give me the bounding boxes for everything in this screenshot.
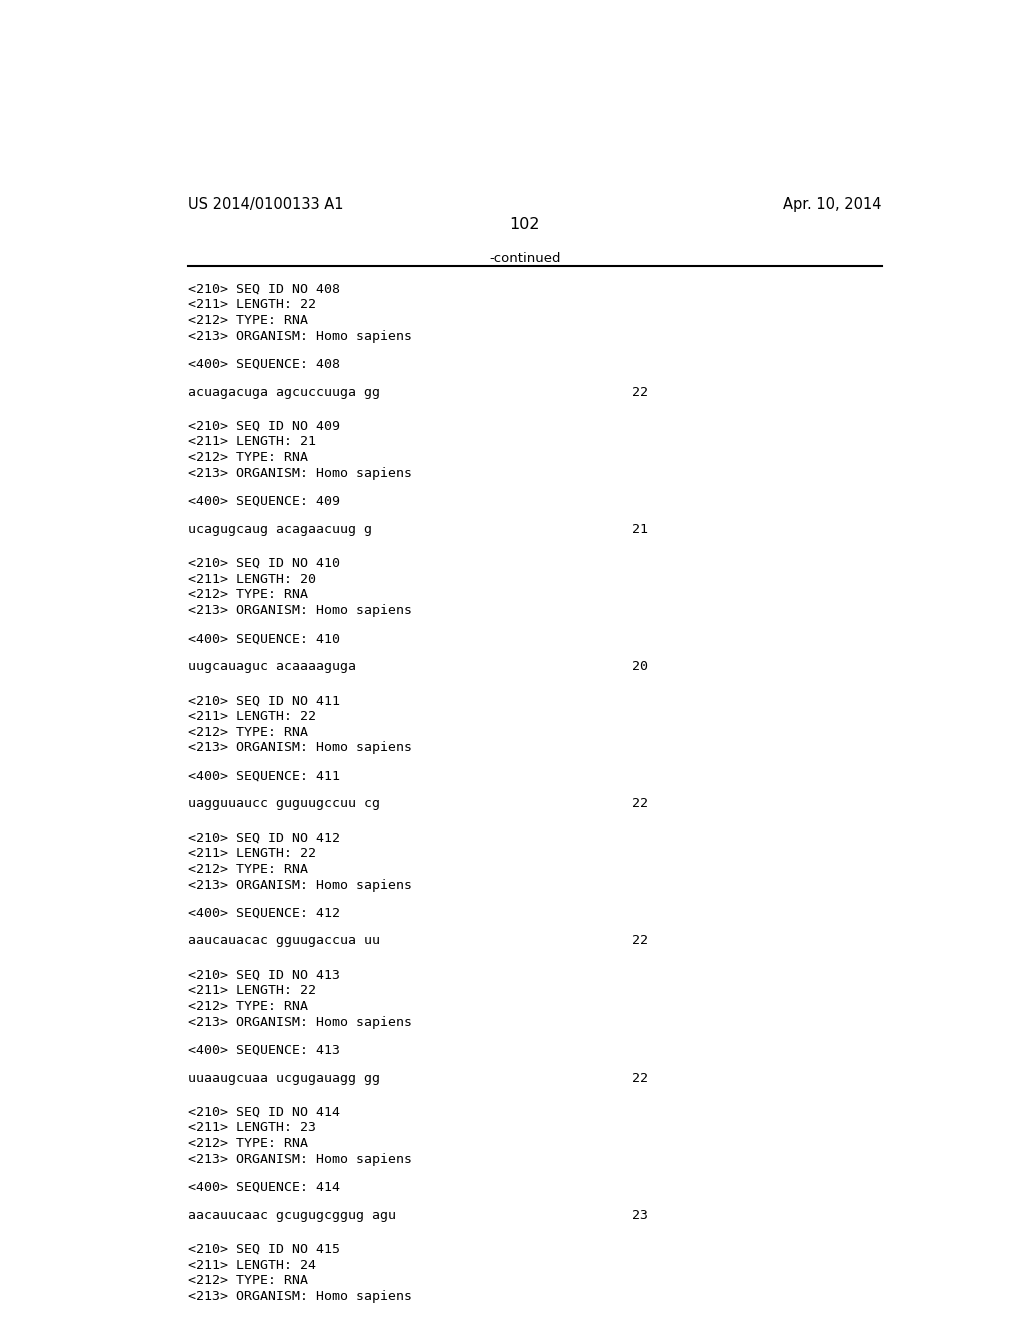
Text: <211> LENGTH: 22: <211> LENGTH: 22 [187,847,315,861]
Text: <213> ORGANISM: Homo sapiens: <213> ORGANISM: Homo sapiens [187,1015,412,1028]
Text: uagguuaucc guguugccuu cg: uagguuaucc guguugccuu cg [187,797,380,810]
Text: uuaaugcuaa ucgugauagg gg: uuaaugcuaa ucgugauagg gg [187,1072,380,1085]
Text: <211> LENGTH: 22: <211> LENGTH: 22 [187,298,315,312]
Text: <210> SEQ ID NO 413: <210> SEQ ID NO 413 [187,969,340,982]
Text: <213> ORGANISM: Homo sapiens: <213> ORGANISM: Homo sapiens [187,1290,412,1303]
Text: <210> SEQ ID NO 409: <210> SEQ ID NO 409 [187,420,340,433]
Text: <211> LENGTH: 20: <211> LENGTH: 20 [187,573,315,586]
Text: <212> TYPE: RNA: <212> TYPE: RNA [187,1001,307,1012]
Text: <400> SEQUENCE: 411: <400> SEQUENCE: 411 [187,770,340,783]
Text: <211> LENGTH: 22: <211> LENGTH: 22 [187,985,315,997]
Text: <212> TYPE: RNA: <212> TYPE: RNA [187,863,307,875]
Text: <211> LENGTH: 24: <211> LENGTH: 24 [187,1259,315,1271]
Text: <212> TYPE: RNA: <212> TYPE: RNA [187,1138,307,1150]
Text: <211> LENGTH: 22: <211> LENGTH: 22 [187,710,315,723]
Text: <400> SEQUENCE: 409: <400> SEQUENCE: 409 [187,495,340,508]
Text: -continued: -continued [489,252,560,265]
Text: <213> ORGANISM: Homo sapiens: <213> ORGANISM: Homo sapiens [187,1152,412,1166]
Text: <213> ORGANISM: Homo sapiens: <213> ORGANISM: Homo sapiens [187,330,412,343]
Text: <212> TYPE: RNA: <212> TYPE: RNA [187,726,307,739]
Text: <210> SEQ ID NO 410: <210> SEQ ID NO 410 [187,557,340,570]
Text: <212> TYPE: RNA: <212> TYPE: RNA [187,451,307,465]
Text: Apr. 10, 2014: Apr. 10, 2014 [783,197,882,213]
Text: <213> ORGANISM: Homo sapiens: <213> ORGANISM: Homo sapiens [187,467,412,480]
Text: <210> SEQ ID NO 412: <210> SEQ ID NO 412 [187,832,340,845]
Text: <400> SEQUENCE: 415: <400> SEQUENCE: 415 [187,1319,340,1320]
Text: 23: 23 [632,1209,648,1222]
Text: <210> SEQ ID NO 415: <210> SEQ ID NO 415 [187,1243,340,1255]
Text: <212> TYPE: RNA: <212> TYPE: RNA [187,314,307,327]
Text: <400> SEQUENCE: 408: <400> SEQUENCE: 408 [187,358,340,371]
Text: <210> SEQ ID NO 408: <210> SEQ ID NO 408 [187,282,340,296]
Text: <210> SEQ ID NO 414: <210> SEQ ID NO 414 [187,1106,340,1118]
Text: <211> LENGTH: 21: <211> LENGTH: 21 [187,436,315,449]
Text: ucagugcaug acagaacuug g: ucagugcaug acagaacuug g [187,523,372,536]
Text: 22: 22 [632,797,648,810]
Text: <400> SEQUENCE: 414: <400> SEQUENCE: 414 [187,1181,340,1193]
Text: 102: 102 [510,218,540,232]
Text: <400> SEQUENCE: 410: <400> SEQUENCE: 410 [187,632,340,645]
Text: 22: 22 [632,385,648,399]
Text: <213> ORGANISM: Homo sapiens: <213> ORGANISM: Homo sapiens [187,605,412,616]
Text: US 2014/0100133 A1: US 2014/0100133 A1 [187,197,343,213]
Text: acuagacuga agcuccuuga gg: acuagacuga agcuccuuga gg [187,385,380,399]
Text: 22: 22 [632,1072,648,1085]
Text: <210> SEQ ID NO 411: <210> SEQ ID NO 411 [187,694,340,708]
Text: <213> ORGANISM: Homo sapiens: <213> ORGANISM: Homo sapiens [187,879,412,891]
Text: uugcauaguc acaaaaguga: uugcauaguc acaaaaguga [187,660,355,673]
Text: 20: 20 [632,660,648,673]
Text: <212> TYPE: RNA: <212> TYPE: RNA [187,1274,307,1287]
Text: aaucauacac gguugaccua uu: aaucauacac gguugaccua uu [187,935,380,948]
Text: aacauucaac gcugugcggug agu: aacauucaac gcugugcggug agu [187,1209,395,1222]
Text: <213> ORGANISM: Homo sapiens: <213> ORGANISM: Homo sapiens [187,742,412,754]
Text: 21: 21 [632,523,648,536]
Text: <400> SEQUENCE: 413: <400> SEQUENCE: 413 [187,1044,340,1057]
Text: 22: 22 [632,935,648,948]
Text: <212> TYPE: RNA: <212> TYPE: RNA [187,589,307,602]
Text: <400> SEQUENCE: 412: <400> SEQUENCE: 412 [187,907,340,920]
Text: <211> LENGTH: 23: <211> LENGTH: 23 [187,1122,315,1134]
